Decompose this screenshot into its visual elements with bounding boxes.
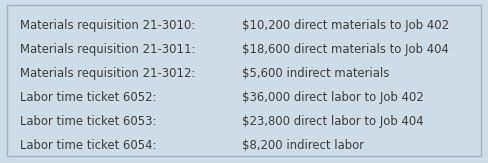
- Text: $5,600 indirect materials: $5,600 indirect materials: [242, 67, 389, 80]
- Text: Materials requisition 21-3010:: Materials requisition 21-3010:: [20, 19, 195, 32]
- Text: Labor time ticket 6053:: Labor time ticket 6053:: [20, 115, 156, 128]
- Text: Materials requisition 21-3011:: Materials requisition 21-3011:: [20, 43, 195, 56]
- Text: Materials requisition 21-3012:: Materials requisition 21-3012:: [20, 67, 195, 80]
- Text: Labor time ticket 6054:: Labor time ticket 6054:: [20, 139, 156, 152]
- Text: $18,600 direct materials to Job 404: $18,600 direct materials to Job 404: [242, 43, 448, 56]
- Text: $8,200 indirect labor: $8,200 indirect labor: [242, 139, 364, 152]
- FancyBboxPatch shape: [7, 5, 481, 156]
- Text: Labor time ticket 6052:: Labor time ticket 6052:: [20, 91, 156, 104]
- Text: $10,200 direct materials to Job 402: $10,200 direct materials to Job 402: [242, 19, 448, 32]
- Text: $23,800 direct labor to Job 404: $23,800 direct labor to Job 404: [242, 115, 423, 128]
- Text: $36,000 direct labor to Job 402: $36,000 direct labor to Job 402: [242, 91, 423, 104]
